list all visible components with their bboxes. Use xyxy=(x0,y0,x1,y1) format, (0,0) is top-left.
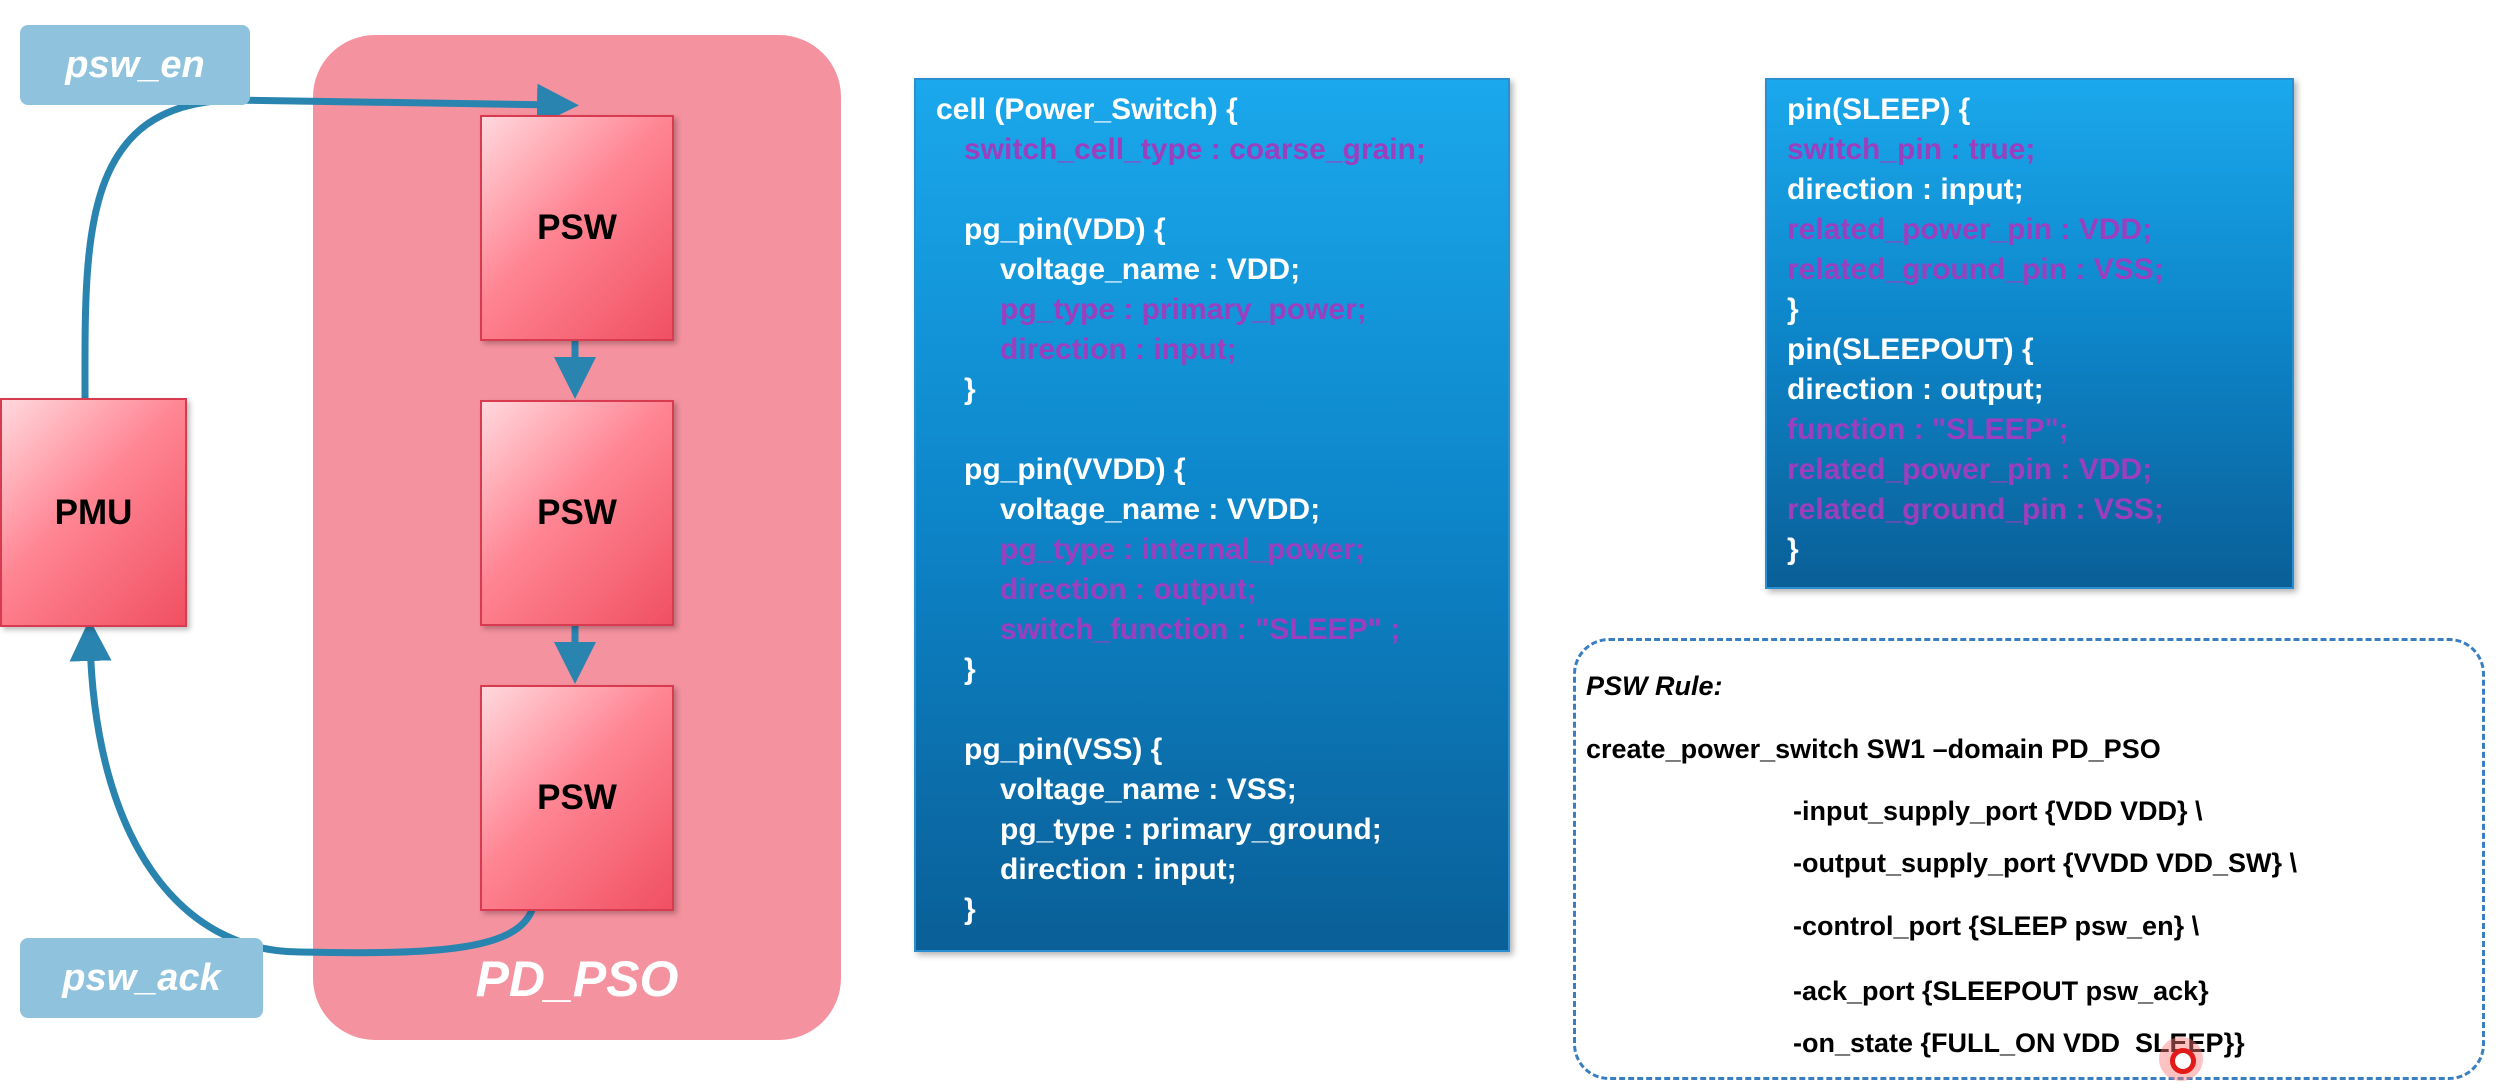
pmu-block: PMU xyxy=(0,398,187,627)
psw-rule-title: PSW Rule: xyxy=(1586,671,1723,701)
pin-code-line: function : "SLEEP"; xyxy=(1787,413,2069,446)
psw-en-arrow xyxy=(81,83,579,399)
cursor-highlight-icon xyxy=(2159,1037,2203,1081)
cell-code-line: } xyxy=(964,653,976,686)
psw-en-tag: psw_en xyxy=(20,25,250,105)
pin-code-line: related_power_pin : VDD; xyxy=(1787,213,2153,246)
cell-code-line: voltage_name : VSS; xyxy=(1000,773,1297,806)
pin-code-line: pin(SLEEP) { xyxy=(1787,93,1971,126)
cell-code-line: voltage_name : VDD; xyxy=(1000,253,1301,286)
create-power-switch-command: create_power_switch SW1 –domain PD_PSO xyxy=(1586,734,2161,764)
cell-code-line: switch_function : "SLEEP" ; xyxy=(1000,613,1401,646)
psw-block-1: PSW xyxy=(480,115,674,341)
pin-code-line: related_power_pin : VDD; xyxy=(1787,453,2153,486)
pin-code-line: pin(SLEEPOUT) { xyxy=(1787,333,2034,366)
rule-option: -ack_port {SLEEPOUT psw_ack} xyxy=(1793,976,2209,1006)
rule-option: -output_supply_port {VVDD VDD_SW} \ xyxy=(1793,848,2298,878)
cell-code-line: } xyxy=(964,373,976,406)
cell-code-line: direction : input; xyxy=(1000,853,1237,886)
cell-code-line: switch_cell_type : coarse_grain; xyxy=(964,133,1426,166)
psw-rule-box: PSW Rule: create_power_switch SW1 –domai… xyxy=(1573,638,2485,1080)
rule-option: -on_state {FULL_ON VDD SLEEP}} xyxy=(1793,1028,2245,1058)
pin-code-line: related_ground_pin : VSS; xyxy=(1787,493,2164,526)
cell-code-line: } xyxy=(964,893,976,926)
pd-pso-label: PD_PSO xyxy=(475,951,679,1007)
cell-code-line: direction : input; xyxy=(1000,333,1237,366)
cell-code-line: pg_pin(VDD) { xyxy=(964,213,1166,246)
cell-code-line: pg_pin(VVDD) { xyxy=(964,453,1186,486)
cell-code-line: cell (Power_Switch) { xyxy=(936,93,1238,126)
pin-code-line: switch_pin : true; xyxy=(1787,133,2036,166)
pin-code-line: } xyxy=(1787,293,1799,326)
power-switch-cell-code: cell (Power_Switch) { switch_cell_type : … xyxy=(914,78,1510,952)
pin-code-line: } xyxy=(1787,533,1799,566)
pin-code-line: direction : input; xyxy=(1787,173,2024,206)
pin-code-line: direction : output; xyxy=(1787,373,2044,406)
cell-code-line: pg_pin(VSS) { xyxy=(964,733,1163,766)
rule-option: -control_port {SLEEP psw_en} \ xyxy=(1793,911,2200,941)
psw-ack-tag: psw_ack xyxy=(20,938,263,1018)
rule-option: -input_supply_port {VDD VDD} \ xyxy=(1793,796,2203,826)
cell-code-line: pg_type : primary_ground; xyxy=(1000,813,1382,846)
psw-block-3: PSW xyxy=(480,685,674,911)
pin-code-line: related_ground_pin : VSS; xyxy=(1787,253,2164,286)
psw-ack-arrow xyxy=(69,619,537,957)
cell-code-line: voltage_name : VVDD; xyxy=(1000,493,1321,526)
cell-code-line: pg_type : primary_power; xyxy=(1000,293,1367,326)
cell-code-line: direction : output; xyxy=(1000,573,1257,606)
pin-definition-code: pin(SLEEP) { switch_pin : true; direction … xyxy=(1765,78,2294,589)
psw-block-2: PSW xyxy=(480,400,674,626)
cell-code-line: pg_type : internal_power; xyxy=(1000,533,1366,566)
